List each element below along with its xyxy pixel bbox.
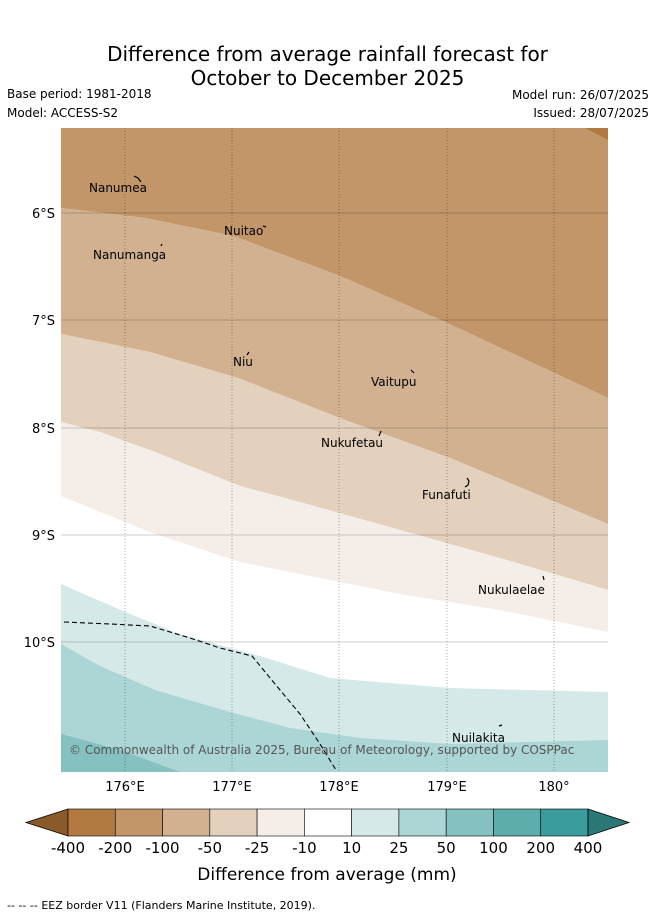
legend-tick-label: -50	[198, 839, 223, 857]
legend-swatch	[24, 808, 69, 837]
lon-tick-label: 180°	[538, 780, 569, 795]
legend-tick-label: 200	[526, 839, 555, 857]
gridlines	[124, 128, 555, 772]
lat-tick-label: 9°S	[32, 529, 55, 544]
place-label-nanumea: Nanumea	[89, 181, 147, 195]
band-minus-10	[61, 422, 608, 632]
legend-tick-label: -100	[146, 839, 180, 857]
lon-tick-label: 177°E	[212, 780, 252, 795]
model-name: Model: ACCESS-S2	[7, 106, 119, 120]
legend-swatch	[256, 808, 305, 837]
legend-tick-label: -400	[51, 839, 85, 857]
title-line-1: Difference from average rainfall forecas…	[107, 42, 548, 66]
band-minus-25	[61, 334, 608, 590]
legend-tick-label: 25	[389, 839, 408, 857]
eez-legend-symbol: -- -- --	[7, 899, 38, 912]
place-label-nuitao: Nuitao	[224, 224, 263, 238]
title-line-2: October to December 2025	[190, 66, 465, 90]
legend-swatch	[351, 808, 400, 837]
legend-swatch	[209, 808, 258, 837]
legend-colorbar	[24, 808, 631, 837]
legend-tick-labels: -400 -200 -100 -50 -25 -10 10 25 50 100 200 400	[51, 839, 602, 857]
legend-swatch	[398, 808, 447, 837]
legend-swatch	[540, 808, 589, 837]
band-minus-200	[585, 128, 608, 140]
place-label-nukufetau: Nukufetau	[321, 436, 383, 450]
issued-date: Issued: 28/07/2025	[533, 106, 649, 120]
place-label-funafuti: Funafuti	[422, 488, 471, 502]
legend-tick-label: -25	[245, 839, 270, 857]
base-period: Base period: 1981-2018	[7, 87, 152, 101]
place-label-nuilakita: Nuilakita	[452, 731, 505, 745]
place-label-vaitupu: Vaitupu	[371, 375, 417, 389]
band-plus-25	[61, 644, 608, 772]
island-marks	[133, 175, 545, 727]
lat-tick-label: 10°S	[24, 636, 55, 651]
model-run: Model run: 26/07/2025	[511, 88, 649, 102]
legend-swatch	[162, 808, 211, 837]
legend-swatch	[445, 808, 494, 837]
band-minus-100	[61, 128, 608, 398]
lat-gridlines	[61, 212, 608, 643]
place-label-nukulaelae: Nukulaelae	[478, 583, 545, 597]
legend-tick-label: 400	[574, 839, 603, 857]
legend-swatch	[114, 808, 163, 837]
lat-tick-label: 8°S	[32, 422, 55, 437]
lon-tick-label: 176°E	[105, 780, 145, 795]
legend-tick-label: -200	[98, 839, 132, 857]
lon-tick-label: 179°E	[427, 780, 467, 795]
legend-swatch	[587, 808, 631, 837]
place-label-nanumanga: Nanumanga	[93, 248, 166, 262]
legend-tick-label: 100	[479, 839, 508, 857]
eez-legend-note: -- -- -- EEZ border V11 (Flanders Marine…	[7, 899, 315, 912]
eez-legend-text: EEZ border V11 (Flanders Marine Institut…	[41, 899, 316, 912]
legend-swatch	[304, 808, 352, 837]
legend-tick-label: -10	[292, 839, 317, 857]
band-plus-50	[61, 734, 180, 772]
lat-tick-label: 7°S	[32, 314, 55, 329]
lon-tick-label: 178°E	[319, 780, 359, 795]
lat-tick-label: 6°S	[32, 207, 55, 222]
legend-title: Difference from average (mm)	[197, 865, 456, 885]
place-label-niu: Niu	[233, 355, 253, 369]
legend-swatch	[67, 808, 116, 837]
band-minus-50	[61, 208, 608, 524]
legend-swatch	[493, 808, 542, 837]
eez-border	[63, 621, 337, 771]
copyright-notice: © Commonwealth of Australia 2025, Bureau…	[69, 743, 574, 757]
legend-tick-label: 50	[437, 839, 456, 857]
legend-tick-label: 10	[342, 839, 361, 857]
map-frame: Nanumea Nuitao Nanumanga Niu Vaitupu Nuk…	[61, 128, 608, 772]
